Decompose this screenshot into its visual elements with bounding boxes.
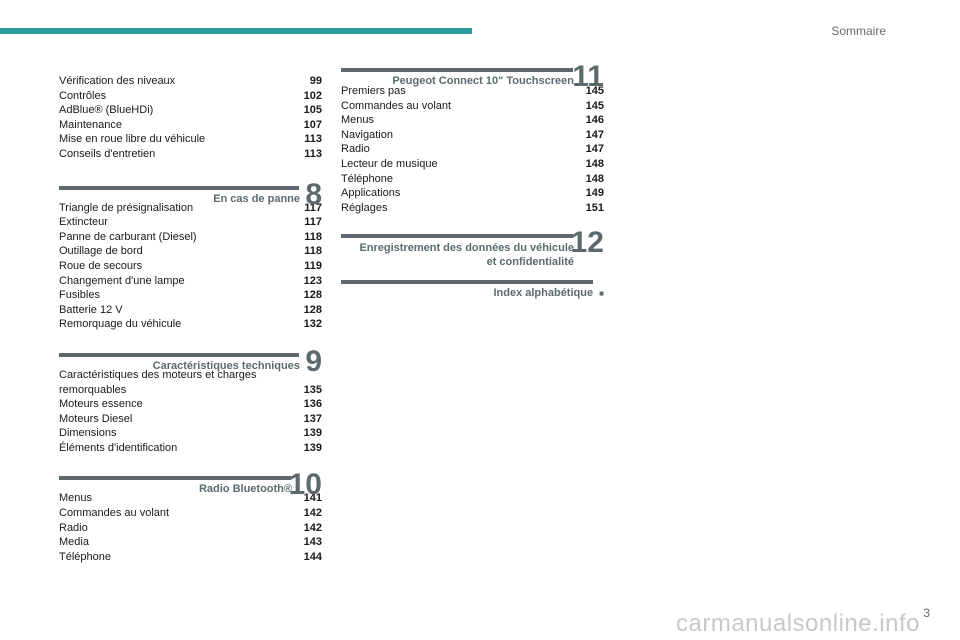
section-number: 11 [572, 60, 604, 93]
section-header-index[interactable]: Index alphabétique ■ [341, 277, 604, 307]
section-header-8: En cas de panne 8 [59, 178, 322, 213]
section-title: Radio Bluetooth® [198, 483, 292, 496]
toc-entry[interactable]: Lecteur de musique 148 [341, 157, 604, 170]
toc-entry[interactable]: Radio 147 [341, 143, 604, 156]
section-header-11: Peugeot Connect 10" Touchscreen 11 [341, 61, 604, 95]
section-header-12[interactable]: Enregistrement des données du véhicule e… [341, 227, 604, 275]
section-title: Index alphabétique ■ [493, 287, 604, 300]
toc-entry[interactable]: Téléphone 144 [59, 550, 322, 563]
section-title: Peugeot Connect 10" Touchscreen [392, 75, 574, 87]
toc-entry[interactable]: AdBlue® (BlueHDi) 105 [59, 104, 322, 117]
toc-entry[interactable]: Navigation 147 [341, 128, 604, 141]
toc-entry[interactable]: Contrôles 102 [59, 89, 322, 102]
toc-entry[interactable]: Conseils d'entretien 113 [59, 147, 322, 160]
section-rule [341, 68, 573, 72]
section-header-9: Caractéristiques techniques 9 [59, 345, 322, 380]
section-number: 8 [305, 177, 322, 211]
toc-entry[interactable]: Moteurs Diesel 137 [59, 412, 322, 425]
toc-entry[interactable]: Radio 142 [59, 521, 322, 534]
left-column: Vérification des niveaux 99 Contrôles 102 … [59, 74, 322, 564]
toc-entry[interactable]: Changement d'une lampe 123 [59, 274, 322, 287]
toc-entry[interactable]: Roue de secours 119 [59, 259, 322, 272]
square-bullet-icon: ■ [599, 289, 604, 299]
toc-group-top: Vérification des niveaux 99 Contrôles 102 … [59, 74, 322, 162]
section-title: Caractéristiques techniques [152, 359, 300, 372]
toc-entry[interactable]: Commandes au volant 142 [59, 507, 322, 520]
toc-entry[interactable]: Premiers pas 145 [341, 85, 604, 97]
toc-entry[interactable]: Fusibles 128 [59, 289, 322, 302]
toc-group-9: Caractéristiques des moteurs et charges … [59, 368, 322, 456]
page-header-title: Sommaire [831, 24, 886, 38]
page-number: 3 [923, 606, 930, 620]
section-rule [59, 352, 299, 357]
toc-entry[interactable]: Maintenance 107 [59, 118, 322, 131]
toc-entry[interactable]: Moteurs essence 136 [59, 398, 322, 411]
section-number: 12 [570, 226, 604, 260]
accent-bar [0, 28, 472, 34]
section-rule [59, 476, 291, 481]
toc-entry[interactable]: Triangle de présignalisation 117 [59, 201, 322, 214]
toc-entry[interactable]: Téléphone 148 [341, 172, 604, 185]
toc-entry[interactable]: Commandes au volant 145 [341, 99, 604, 112]
toc-entry[interactable]: Outillage de bord 118 [59, 245, 322, 258]
toc-entry[interactable]: Panne de carburant (Diesel) 118 [59, 230, 322, 243]
toc-group-8: Triangle de présignalisation 117 Extincte… [59, 201, 322, 332]
toc-entry[interactable]: Éléments d'identification 139 [59, 441, 322, 454]
toc-entry[interactable]: Caractéristiques des moteurs et charges … [59, 368, 322, 396]
toc-group-10: Menus 141 Commandes au volant 142 Radio 142… [59, 491, 322, 564]
section-number: 10 [288, 468, 322, 502]
toc-group-11: Premiers pas 145 Commandes au volant 145 M… [341, 84, 604, 215]
right-column: Peugeot Connect 10" Touchscreen 11 Premi… [341, 50, 604, 307]
watermark: carmanualsonline.info [676, 610, 920, 637]
toc-entry[interactable]: Vérification des niveaux 99 [59, 75, 322, 87]
section-title: Enregistrement des données du véhicule e… [359, 242, 574, 269]
toc-entry[interactable]: Mise en roue libre du véhicule 113 [59, 133, 322, 146]
section-title: En cas de panne [213, 192, 300, 205]
toc-entry[interactable]: Extincteur 117 [59, 216, 322, 229]
toc-entry[interactable]: Batterie 12 V 128 [59, 303, 322, 316]
toc-entry[interactable]: Menus 141 [59, 492, 322, 505]
section-rule [59, 185, 299, 190]
toc-entry[interactable]: Réglages 151 [341, 201, 604, 214]
toc-entry[interactable]: Applications 149 [341, 187, 604, 200]
toc-entry[interactable]: Remorquage du véhicule 132 [59, 318, 322, 331]
toc-entry[interactable]: Menus 146 [341, 114, 604, 127]
section-header-10: Radio Bluetooth® 10 [59, 469, 322, 503]
toc-entry[interactable]: Media 143 [59, 536, 322, 549]
section-number: 9 [305, 344, 322, 378]
section-rule [341, 280, 593, 285]
section-rule [341, 234, 573, 239]
toc-entry[interactable]: Dimensions 139 [59, 427, 322, 440]
